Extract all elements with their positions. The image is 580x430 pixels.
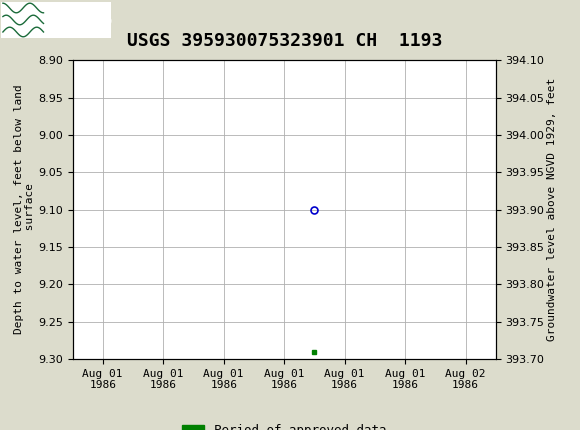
Legend: Period of approved data: Period of approved data [177,419,392,430]
Bar [1,2,111,38]
Y-axis label: Groundwater level above NGVD 1929, feet: Groundwater level above NGVD 1929, feet [548,78,557,341]
Y-axis label: Depth to water level, feet below land
 surface: Depth to water level, feet below land su… [13,85,35,335]
Text: USGS 395930075323901 CH  1193: USGS 395930075323901 CH 1193 [126,32,442,50]
Text: USGS: USGS [49,10,113,30]
